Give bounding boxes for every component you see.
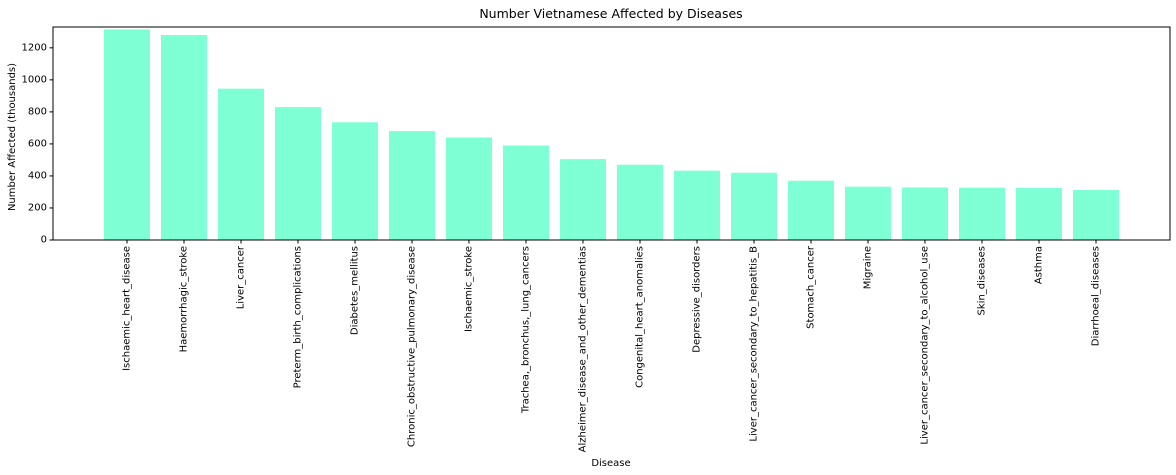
x-tick-label: Liver_cancer (236, 245, 247, 309)
y-ticks-group: 0 200 400 600 800 1000 1200 (22, 42, 53, 246)
x-tick-label: Chronic_obstructive_pulmonary_disease (407, 246, 418, 447)
bar-3 (275, 107, 321, 240)
x-tick-label: Liver_cancer_secondary_to_alcohol_use (920, 246, 931, 445)
x-tick-label: Liver_cancer_secondary_to_hepatitis_B (749, 246, 760, 442)
bar-5 (389, 131, 435, 240)
bar-13 (845, 186, 891, 240)
x-tick-label: Congenital_heart_anomalies (635, 246, 646, 388)
bar-1 (161, 35, 207, 240)
bar-4 (332, 122, 378, 240)
y-tick-label: 1200 (22, 42, 47, 53)
x-tick-label: Depressive_disorders (692, 246, 703, 353)
y-tick-label: 200 (28, 202, 47, 213)
x-ticks-group: Ischaemic_heart_disease Haemorrhagic_stro… (122, 240, 1102, 452)
y-tick-label: 400 (28, 170, 47, 181)
bar-12 (788, 180, 834, 240)
bar-11 (731, 172, 777, 240)
x-tick-label: Haemorrhagic_stroke (179, 246, 190, 352)
x-tick-label: Stomach_cancer (806, 245, 817, 329)
bar-6 (446, 137, 492, 240)
y-tick-label: 800 (28, 106, 47, 117)
bar-16 (1016, 187, 1062, 240)
plot-area-frame (52, 26, 1171, 241)
y-tick-label: 1000 (22, 74, 47, 85)
x-tick-label: Preterm_birth_complications (293, 246, 304, 388)
y-axis-label: Number Affected (thousands) (7, 63, 18, 211)
x-tick-label: Asthma (1034, 246, 1045, 284)
x-tick-label: Diabetes_mellitus (350, 246, 361, 335)
chart-title: Number Vietnamese Affected by Diseases (479, 6, 742, 21)
bar-15 (959, 187, 1005, 240)
bar-0 (104, 29, 150, 241)
x-tick-label: Trachea,_bronchus,_lung_cancers (521, 246, 532, 414)
bar-14 (902, 187, 948, 240)
bar-9 (617, 164, 663, 240)
x-tick-label: Diarrhoeal_diseases (1091, 246, 1102, 346)
y-tick-label: 0 (41, 235, 47, 246)
x-axis-label: Disease (591, 458, 630, 469)
bar-17 (1073, 190, 1119, 240)
bar-8 (560, 159, 606, 240)
x-tick-label: Skin_diseases (977, 246, 988, 315)
x-tick-label: Migraine (863, 246, 874, 289)
x-tick-label: Alzheimer_disease_and_other_dementias (578, 246, 589, 452)
bar-10 (674, 170, 720, 240)
x-tick-label: Ischaemic_heart_disease (122, 246, 133, 371)
bar-7 (503, 145, 549, 240)
bar-2 (218, 88, 264, 240)
x-tick-label: Ischaemic_stroke (464, 246, 475, 332)
bars-group (104, 29, 1119, 241)
y-tick-label: 600 (28, 138, 47, 149)
